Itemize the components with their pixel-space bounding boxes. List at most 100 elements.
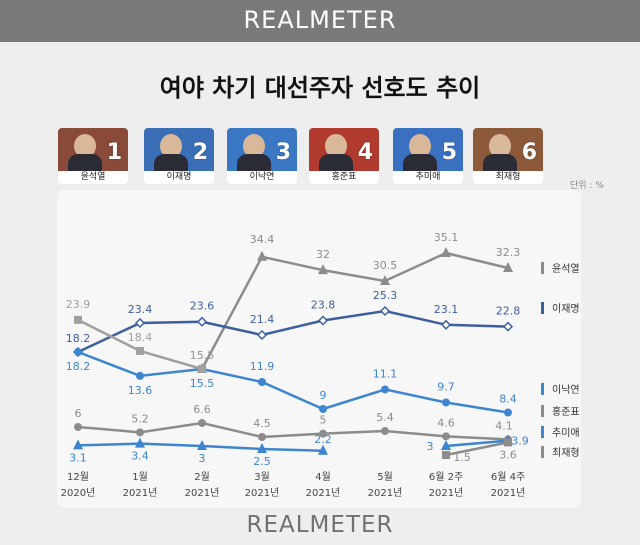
candidate-photo	[393, 128, 463, 172]
data-label-최재형: 3.6	[499, 448, 517, 461]
candidate-name: 홍준표	[309, 171, 379, 184]
candidate-card-4: 4 홍준표	[309, 128, 379, 184]
legend-swatch	[541, 446, 544, 458]
point-marker-윤석열	[441, 247, 451, 257]
data-label-이재명: 23.4	[128, 303, 153, 316]
data-label-추미애: 2.2	[314, 433, 332, 446]
series-line-최재형	[445, 441, 509, 457]
data-label-이낙연: 15.5	[190, 377, 215, 390]
point-marker-이재명	[196, 316, 208, 327]
legend-swatch	[541, 383, 544, 395]
point-marker-aux	[136, 346, 144, 355]
legend-label: 추미애	[552, 427, 580, 439]
candidate-name: 이낙연	[227, 171, 297, 184]
legend-label: 홍준표	[552, 405, 580, 418]
candidate-photo	[473, 128, 543, 172]
candidate-photo	[144, 128, 214, 172]
data-label-이낙연: 13.6	[128, 384, 153, 397]
point-marker-aux	[198, 365, 206, 373]
legend-swatch	[541, 426, 544, 438]
data-label-이재명: 23.8	[311, 298, 336, 311]
data-label-홍준표: 4.6	[437, 416, 455, 429]
data-label-이재명: 21.4	[250, 313, 275, 326]
x-tick-label: 12월	[67, 471, 89, 483]
point-marker-이낙연	[136, 371, 144, 380]
data-label-이재명: 22.8	[496, 305, 521, 318]
data-label-이재명: 18.2	[66, 332, 91, 345]
data-label-추미애: 3	[199, 452, 206, 465]
x-tick-year: 2021년	[306, 487, 341, 499]
data-label-aux: 15.5	[190, 349, 215, 362]
data-label-홍준표: 4.5	[253, 417, 271, 430]
legend-label: 윤석열	[552, 263, 580, 275]
point-marker-홍준표	[442, 432, 450, 441]
x-tick-label: 4월	[315, 471, 331, 483]
candidate-number: 2	[192, 140, 208, 165]
candidate-card-5: 5 추미애	[393, 128, 463, 184]
data-label-aux: 23.9	[66, 298, 91, 311]
candidate-number: 1	[106, 140, 122, 165]
point-marker-이낙연	[381, 385, 389, 394]
point-marker-추미애	[73, 439, 83, 450]
data-label-홍준표: 6	[75, 407, 82, 420]
point-marker-이낙연	[504, 408, 512, 417]
data-label-추미애: 2.5	[253, 455, 271, 468]
x-tick-label: 2월	[194, 471, 210, 483]
legend-swatch	[541, 405, 544, 417]
candidate-card-3: 3 이낙연	[227, 128, 297, 184]
x-tick-label: 6월 4주	[491, 471, 525, 483]
x-tick-year: 2021년	[368, 487, 403, 499]
candidate-name: 추미애	[393, 171, 463, 184]
point-marker-추미애	[318, 444, 328, 455]
candidate-card-6: 6 최재형	[473, 128, 543, 184]
series-line-윤석열	[200, 251, 509, 370]
data-label-홍준표: 5.2	[131, 412, 149, 425]
x-tick-year: 2020년	[61, 487, 96, 499]
data-label-추미애: 3	[427, 440, 434, 453]
candidate-name: 최재형	[473, 171, 543, 184]
data-label-이재명: 25.3	[373, 289, 398, 302]
chart-panel	[57, 190, 581, 508]
data-label-이낙연: 18.2	[66, 360, 91, 373]
point-marker-이재명	[256, 329, 268, 341]
series-line-이낙연	[77, 350, 509, 414]
data-label-이낙연: 8.4	[499, 393, 517, 406]
brand-logo-top: REALMETER	[243, 6, 397, 34]
data-label-윤석열: 15.5	[190, 349, 215, 362]
data-label-이낙연: 11.1	[373, 367, 398, 380]
point-marker-추미애	[257, 443, 267, 453]
candidate-card-1: 1 윤석열	[58, 128, 128, 184]
x-tick-year: 2021년	[491, 487, 526, 499]
candidate-number: 3	[275, 140, 291, 165]
point-marker-이낙연	[319, 405, 327, 413]
candidate-card-2: 2 이재명	[144, 128, 214, 184]
x-tick-year: 2021년	[123, 487, 158, 499]
x-tick-year: 2021년	[429, 487, 464, 499]
page-title: 여야 차기 대선주자 선호도 추이	[159, 74, 481, 102]
candidate-number: 4	[357, 140, 373, 165]
data-label-윤석열: 30.5	[373, 259, 398, 272]
x-tick-label: 1월	[132, 471, 148, 483]
point-marker-홍준표	[136, 428, 144, 437]
data-label-최재형: 1.5	[453, 451, 471, 464]
data-label-윤석열: 35.1	[434, 231, 459, 244]
data-label-홍준표: 5	[320, 414, 327, 427]
x-tick-label: 5월	[377, 471, 393, 483]
point-marker-최재형	[504, 438, 512, 447]
x-tick-year: 2021년	[245, 487, 280, 499]
point-marker-이재명	[317, 315, 329, 326]
point-marker-이재명	[502, 321, 514, 332]
data-label-윤석열: 34.4	[250, 233, 275, 246]
candidate-photo	[58, 128, 128, 172]
x-tick-label: 3월	[254, 471, 270, 483]
point-marker-홍준표	[258, 433, 266, 441]
x-tick-year: 2021년	[185, 487, 220, 499]
data-label-이낙연: 9.7	[437, 380, 455, 393]
candidate-name: 윤석열	[58, 171, 128, 184]
candidate-photo	[309, 128, 379, 172]
point-marker-추미애	[197, 440, 207, 450]
point-marker-이낙연	[442, 398, 450, 407]
series-line-이재명	[77, 309, 509, 354]
point-marker-윤석열	[503, 262, 513, 272]
